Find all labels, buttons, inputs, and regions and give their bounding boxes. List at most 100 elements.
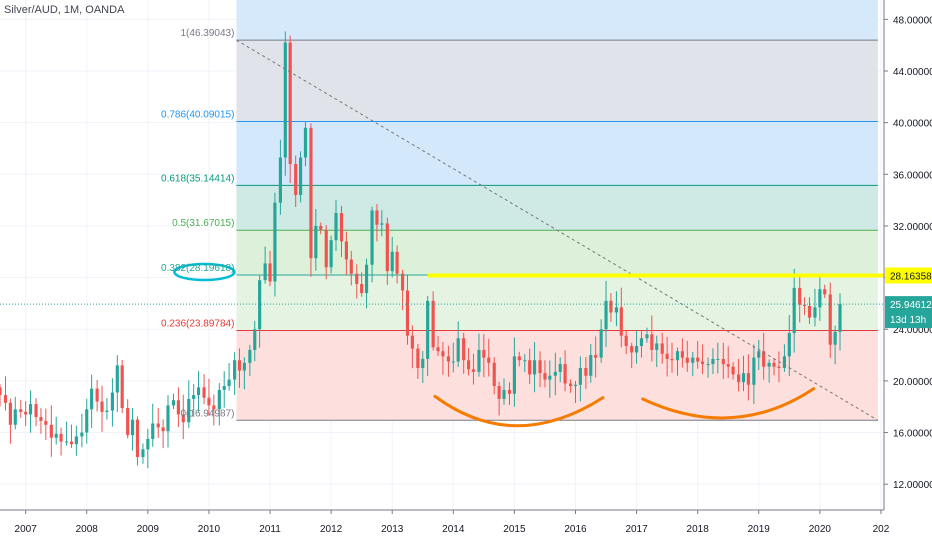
candle: [441, 341, 445, 375]
candle: [584, 357, 588, 389]
candle: [573, 381, 578, 403]
candle: [248, 344, 252, 377]
candle: [298, 151, 303, 203]
candle-body: [156, 423, 160, 428]
candle-body: [660, 343, 664, 354]
orange-arc-right: [641, 387, 816, 420]
candle: [80, 413, 84, 448]
candle-body: [19, 409, 23, 412]
time-tick-label: 2009: [137, 524, 160, 535]
candle-body: [645, 334, 649, 339]
candle: [141, 443, 145, 464]
candle-body: [487, 357, 491, 363]
candle-body: [441, 351, 445, 357]
candle-body: [141, 449, 145, 458]
candle: [482, 334, 486, 378]
candle-body: [741, 373, 746, 383]
candle-body: [395, 251, 399, 274]
candle: [471, 353, 476, 385]
candle-body: [497, 386, 501, 399]
candle: [777, 351, 781, 383]
candle-body: [578, 367, 582, 385]
price-axis: 48.00000 44.00000 40.00000 36.00000 32.00000…: [883, 0, 932, 550]
price-tick-label: 36.00000: [893, 170, 932, 181]
candle: [253, 320, 257, 362]
candle-body: [584, 367, 588, 376]
candle: [151, 403, 155, 447]
candle-body: [334, 213, 338, 241]
candle: [54, 416, 58, 445]
candle: [553, 352, 557, 396]
candle-body: [146, 438, 150, 450]
candle-body: [0, 387, 2, 396]
candle-body: [691, 357, 695, 363]
candle: [288, 35, 292, 184]
candle: [507, 382, 512, 405]
candle-body: [28, 404, 33, 415]
candle-body: [721, 358, 725, 365]
candle: [700, 344, 705, 375]
candle-body: [532, 360, 537, 375]
candle: [222, 371, 226, 408]
candle-body: [212, 405, 216, 410]
candle-body: [222, 386, 226, 390]
candle-body: [700, 361, 705, 365]
candle: [319, 222, 323, 235]
fib-label: 0.236(23.89784): [161, 319, 234, 330]
candles: [0, 31, 842, 469]
price-tick-label: 32.00000: [893, 222, 932, 233]
candle: [314, 209, 318, 271]
fib-label: 0.382(28.19618): [161, 263, 234, 274]
candle-body: [319, 225, 323, 230]
candle-body: [528, 360, 532, 375]
candle: [130, 408, 135, 451]
candle-body: [823, 289, 827, 295]
candle-body: [670, 358, 674, 361]
candle: [823, 284, 827, 299]
candle-body: [3, 395, 8, 403]
candle: [294, 155, 298, 207]
candle-body: [833, 331, 837, 345]
candle: [431, 291, 435, 351]
candle-body: [767, 362, 771, 367]
candle: [329, 235, 333, 274]
candle-body: [126, 408, 130, 436]
candle-body: [268, 263, 272, 282]
candle: [34, 398, 38, 427]
candle-body: [227, 379, 231, 387]
candle: [181, 394, 185, 440]
candle-body: [553, 371, 557, 376]
candle: [69, 424, 74, 448]
candle-body: [599, 329, 603, 358]
candle-body: [471, 369, 476, 372]
candle-body: [639, 338, 644, 347]
candle: [44, 408, 48, 441]
candle-body: [401, 273, 405, 291]
candle-body: [90, 388, 94, 410]
candle: [436, 335, 440, 356]
candle-body: [813, 307, 817, 318]
candle: [746, 354, 750, 401]
candle-body: [303, 127, 308, 158]
time-axis-bg: [0, 510, 932, 550]
candle: [548, 360, 552, 398]
candle: [497, 381, 501, 416]
candle: [589, 343, 593, 383]
price-tick-label: 24.00000: [893, 325, 932, 336]
candle: [212, 394, 216, 426]
fib-band-top: [236, 0, 878, 41]
candle-body: [604, 300, 608, 330]
candle-body: [614, 307, 618, 313]
candle-body: [171, 400, 176, 406]
candle: [492, 357, 496, 395]
candle: [645, 327, 649, 343]
candle: [370, 206, 374, 283]
candle: [375, 204, 379, 242]
candle: [517, 351, 521, 367]
candle: [405, 274, 410, 345]
candle: [803, 297, 807, 316]
candle: [752, 344, 756, 404]
candle-body: [253, 329, 257, 350]
candle-body: [624, 335, 628, 347]
